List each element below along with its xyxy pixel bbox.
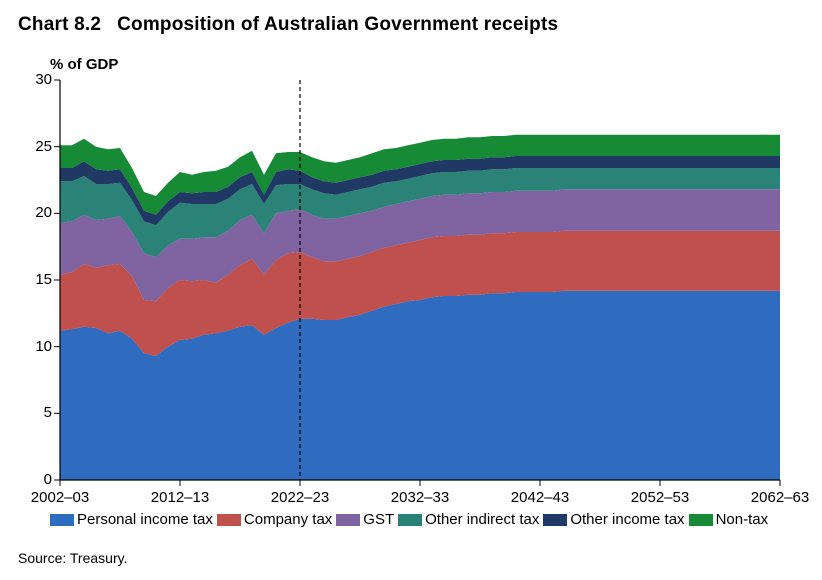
y-tick-label: 0	[20, 471, 52, 488]
plot-area	[60, 80, 780, 480]
x-tick-label: 2062–63	[745, 489, 815, 506]
chart-legend: Personal income tax Company tax GST Other i…	[50, 511, 792, 528]
legend-swatch	[50, 514, 74, 526]
legend-item: GST	[336, 511, 394, 528]
x-tick-label: 2002–03	[25, 489, 95, 506]
x-tick-label: 2032–33	[385, 489, 455, 506]
legend-swatch	[398, 514, 422, 526]
y-tick-label: 20	[20, 204, 52, 221]
legend-label: Personal income tax	[77, 511, 213, 528]
x-tick-label: 2012–13	[145, 489, 215, 506]
legend-label: Other indirect tax	[425, 511, 539, 528]
legend-swatch	[543, 514, 567, 526]
y-tick-label: 30	[20, 71, 52, 88]
legend-swatch	[217, 514, 241, 526]
legend-item: Other indirect tax	[398, 511, 539, 528]
x-tick-label: 2022–23	[265, 489, 335, 506]
legend-item: Non-tax	[689, 511, 769, 528]
legend-item: Company tax	[217, 511, 332, 528]
stacked-area-chart	[60, 80, 780, 480]
legend-label: Company tax	[244, 511, 332, 528]
legend-label: GST	[363, 511, 394, 528]
legend-label: Other income tax	[570, 511, 684, 528]
legend-item: Personal income tax	[50, 511, 213, 528]
x-tick-label: 2042–43	[505, 489, 575, 506]
x-tick-label: 2052–53	[625, 489, 695, 506]
y-tick-label: 10	[20, 338, 52, 355]
y-tick-label: 5	[20, 404, 52, 421]
y-tick-label: 15	[20, 271, 52, 288]
legend-label: Non-tax	[716, 511, 769, 528]
y-tick-label: 25	[20, 138, 52, 155]
chart-number: Chart 8.2	[18, 14, 101, 35]
legend-swatch	[689, 514, 713, 526]
chart-title: Chart 8.2 Composition of Australian Gover…	[18, 14, 558, 36]
legend-item: Other income tax	[543, 511, 684, 528]
y-axis-label: % of GDP	[50, 56, 118, 73]
legend-swatch	[336, 514, 360, 526]
chart-source: Source: Treasury.	[18, 550, 127, 566]
chart-title-text: Composition of Australian Government rec…	[117, 14, 558, 35]
